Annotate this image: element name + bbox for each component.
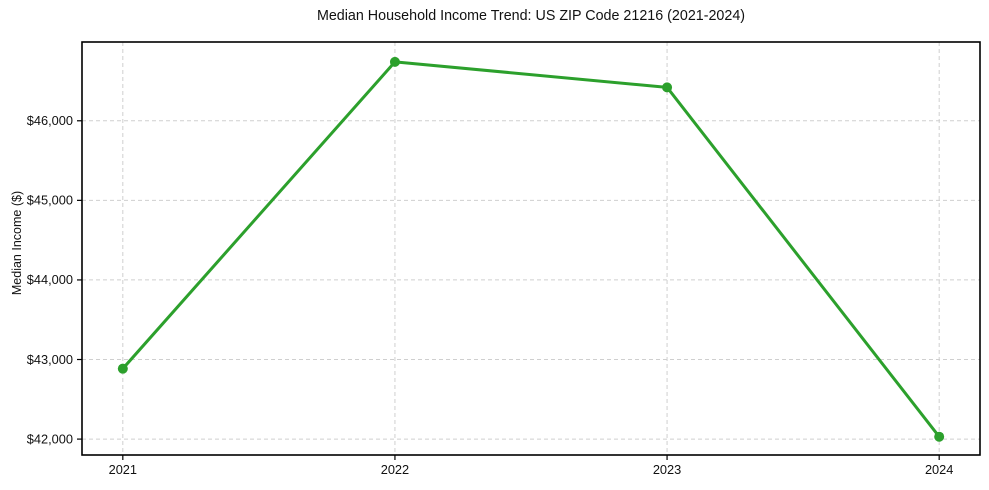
x-tick-label: 2024 bbox=[925, 462, 953, 477]
x-tick-label: 2022 bbox=[381, 462, 409, 477]
y-tick-label: $45,000 bbox=[27, 193, 73, 208]
data-point bbox=[934, 431, 945, 442]
y-tick-label: $43,000 bbox=[27, 352, 73, 367]
chart-title: Median Household Income Trend: US ZIP Co… bbox=[316, 8, 746, 24]
data-point bbox=[117, 363, 128, 374]
y-tick-label: $46,000 bbox=[27, 113, 73, 128]
x-tick-label: 2023 bbox=[653, 462, 681, 477]
trend-line bbox=[121, 60, 941, 439]
plot-frame bbox=[81, 41, 981, 456]
data-point bbox=[662, 82, 673, 93]
y-tick-label: $44,000 bbox=[27, 272, 73, 287]
y-tick-label: $42,000 bbox=[27, 431, 73, 446]
data-point bbox=[389, 56, 400, 67]
x-tick-label: 2021 bbox=[109, 462, 137, 477]
y-axis-label: Median Income ($) bbox=[10, 190, 24, 296]
